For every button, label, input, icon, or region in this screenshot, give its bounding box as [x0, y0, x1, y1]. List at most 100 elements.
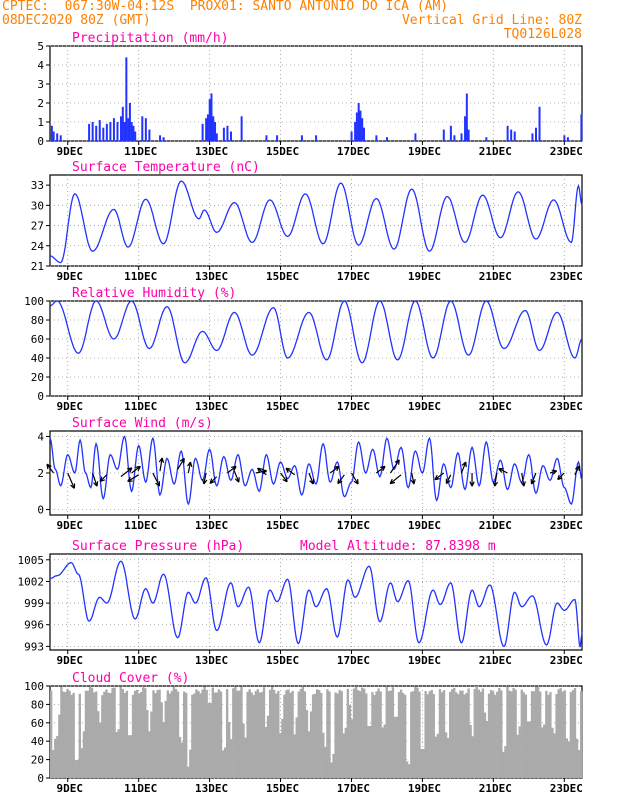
cloud-bar	[164, 700, 167, 778]
wind-arrow	[152, 472, 161, 487]
precip-bar	[276, 135, 279, 141]
cloud-bar	[92, 692, 96, 778]
x-tick-label: 19DEC	[408, 270, 441, 283]
precip-bar	[566, 137, 569, 141]
cloud-bar	[197, 691, 200, 778]
x-tick-label: 15DEC	[266, 270, 299, 283]
y-tick-label: 20	[31, 754, 44, 767]
y-tick-label: 100	[24, 295, 44, 308]
cloud-bar	[322, 732, 325, 778]
x-tick-label: 11DEC	[124, 654, 157, 667]
precip-bar	[215, 133, 218, 141]
cloud-bar	[320, 692, 323, 778]
precip-bar	[125, 57, 128, 141]
cloud-bar	[99, 722, 102, 778]
cloud-bar	[250, 692, 253, 778]
wind-arrow	[177, 457, 185, 470]
y-tick-label: 999	[24, 597, 44, 610]
wind-arrow	[91, 472, 99, 487]
y-tick-label: 4	[37, 430, 44, 443]
cloud-bar	[428, 691, 431, 778]
cloud-bar	[62, 691, 65, 778]
cloud-bar	[258, 692, 262, 778]
cloud-bar	[534, 686, 538, 778]
y-tick-label: 80	[31, 698, 44, 711]
cloud-bar	[485, 721, 489, 778]
wind-arrow	[187, 461, 193, 474]
cloud-bar	[183, 691, 186, 778]
y-tick-label: 1002	[18, 575, 45, 588]
cloud-bar	[262, 687, 266, 778]
cloud-bar	[86, 690, 90, 778]
cloud-bar	[561, 691, 564, 778]
cloud-bar	[217, 689, 221, 778]
cloud-bar	[553, 733, 556, 778]
cloud-bar	[254, 691, 257, 778]
precip-bar	[357, 103, 360, 141]
x-tick-label: 11DEC	[124, 145, 157, 158]
cloud-bar	[563, 690, 566, 778]
cloud-bar	[203, 686, 206, 778]
panel-title: Surface Pressure (hPa)	[72, 539, 244, 554]
precip-bar	[361, 118, 364, 141]
cloud-bar	[176, 691, 180, 778]
wind-arrow	[434, 472, 445, 481]
x-tick-label: 13DEC	[195, 782, 228, 795]
cloud-bar	[101, 695, 104, 778]
y-tick-label: 0	[37, 135, 44, 148]
cloud-bar	[158, 689, 161, 778]
cloud-bar	[205, 689, 208, 778]
cloud-bar	[105, 689, 108, 778]
x-tick-label: 23DEC	[550, 519, 583, 532]
cloud-bar	[291, 690, 294, 778]
cloud-bar	[340, 691, 343, 778]
cloud-bar	[303, 691, 307, 778]
wind-arrow	[389, 474, 402, 485]
precip-bar	[95, 125, 98, 141]
cloud-bar	[228, 722, 231, 778]
cloud-bar	[223, 747, 227, 778]
cloud-bar	[301, 686, 305, 778]
wind-arrow	[280, 472, 288, 483]
cloud-bar	[307, 731, 311, 778]
precip-bar	[120, 116, 123, 141]
cloud-bar	[571, 690, 575, 778]
cloud-bar	[58, 714, 61, 778]
cloud-bar	[189, 749, 192, 778]
cloud-bar	[471, 736, 474, 778]
x-tick-label: 21DEC	[479, 782, 512, 795]
cloud-bar	[285, 690, 288, 778]
x-tick-label: 11DEC	[124, 270, 157, 283]
panel-cloud-cover: Cloud Cover (%) 0 20 40 60 80 100 9DEC 11DEC 13DE…	[24, 671, 583, 795]
x-tick-label: 17DEC	[337, 654, 370, 667]
wind-arrow	[574, 465, 580, 476]
y-tick-label: 100	[24, 680, 44, 693]
cloud-bar	[363, 688, 366, 778]
precip-bar	[98, 120, 101, 141]
cloud-bar	[146, 710, 149, 778]
y-tick-label: 1005	[18, 554, 45, 567]
wind-arrow	[233, 470, 240, 483]
cloud-bar	[477, 689, 480, 778]
wind-arrow	[530, 472, 537, 485]
cloud-bar	[219, 691, 223, 778]
cloud-bar	[180, 742, 184, 778]
cloud-bar	[248, 689, 251, 778]
cloud-bar	[246, 691, 249, 778]
cloud-bar	[76, 760, 79, 778]
cloud-bar	[383, 724, 386, 778]
cloud-bar	[129, 735, 133, 778]
precip-bar	[265, 135, 268, 141]
precip-bar	[460, 133, 463, 141]
precip-bar	[159, 135, 162, 141]
precip-bar	[210, 93, 213, 141]
cloud-bar	[414, 686, 417, 778]
precip-bar	[132, 125, 135, 141]
wind-arrow	[375, 465, 386, 474]
panel-temperature: Surface Temperature (nC) 21 24 27 30 33 9DEC 11…	[31, 160, 583, 283]
cloud-bar	[297, 691, 300, 778]
cloud-bar	[403, 694, 407, 778]
cloud-bar	[240, 686, 243, 778]
cloud-bar	[162, 722, 165, 778]
